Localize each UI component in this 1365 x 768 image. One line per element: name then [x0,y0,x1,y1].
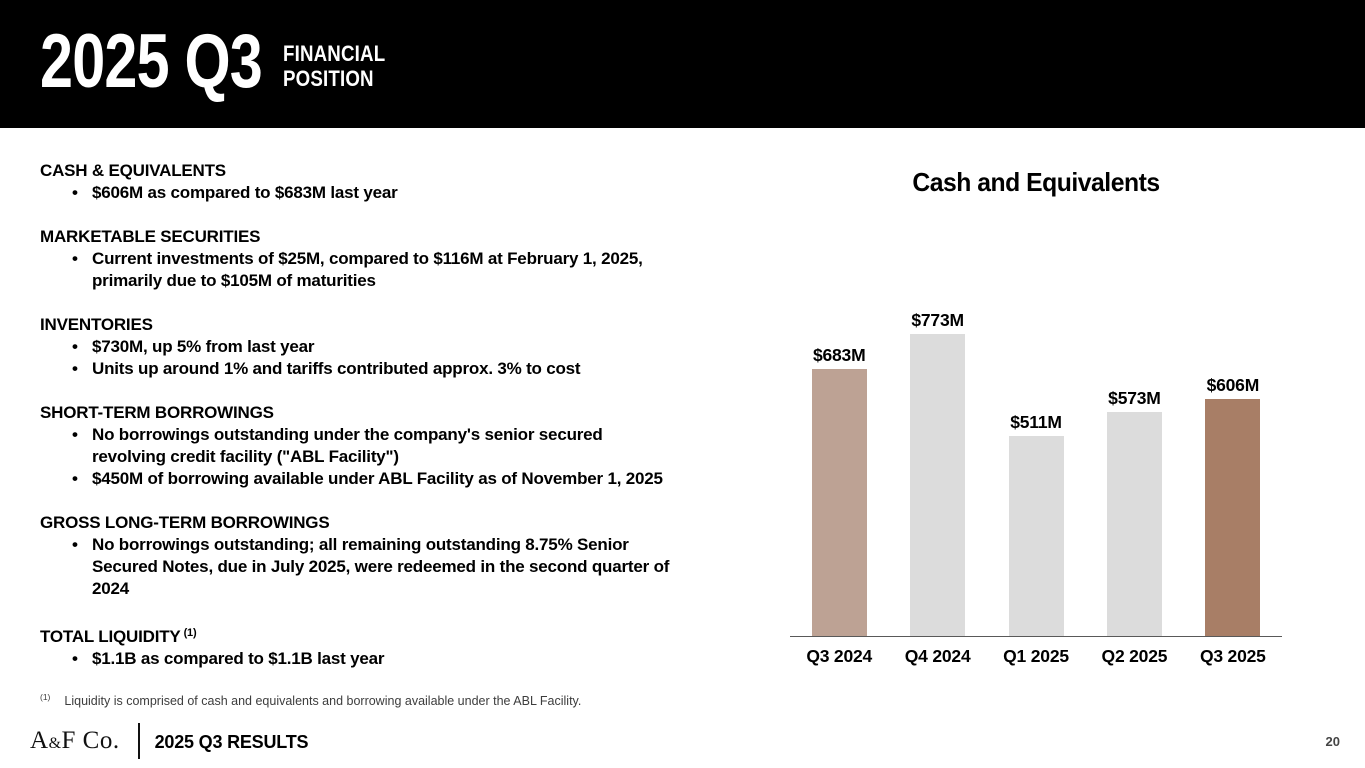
list-item: • No borrowings outstanding under the co… [40,424,785,468]
bar-group: $573M [1085,199,1183,636]
chart-bar [910,334,966,636]
footer-deck-title: 2025 Q3 RESULTS [154,732,309,752]
bullet-icon: • [72,425,78,444]
chart-x-axis-labels: Q3 2024 Q4 2024 Q1 2025 Q2 2025 Q3 2025 [790,637,1282,667]
bar-group: $683M [790,199,888,636]
x-axis-tick-label: Q4 2024 [904,646,971,666]
list-item: • $450M of borrowing available under ABL… [40,468,785,490]
section-inventories: INVENTORIES • $730M, up 5% from last yea… [40,314,785,380]
bullet-text: No borrowings outstanding under the comp… [92,425,603,466]
bullet-text: No borrowings outstanding; all remaining… [92,535,670,598]
x-axis-tick-label: Q3 2024 [806,646,873,666]
section-heading: SHORT-TERM BORROWINGS [40,403,274,422]
logo-ampersand: & [48,735,62,752]
x-axis-tick-label: Q2 2025 [1101,646,1168,666]
x-axis-tick-label: Q1 2025 [1003,646,1069,666]
chart-bar [811,369,867,636]
bullet-icon: • [72,337,78,356]
list-item: • $606M as compared to $683M last year [40,182,785,204]
bullet-icon: • [72,535,78,554]
bullet-text: Units up around 1% and tariffs contribut… [92,359,581,378]
bar-group: $773M [888,199,986,636]
chart-plot-area: $683M $773M $511M $573M $606M [790,199,1282,637]
bar-group: $606M [1184,199,1282,636]
chart-bar [1205,399,1261,636]
footer: A&F Co. 2025 Q3 RESULTS [30,722,309,760]
footnote-text: Liquidity is comprised of cash and equiv… [64,694,582,708]
bar-value-label: $511M [1010,412,1062,432]
section-total-liquidity: TOTAL LIQUIDITY (1) • $1.1B as compared t… [40,622,785,670]
content-column: CASH & EQUIVALENTS • $606M as compared t… [40,160,785,692]
footnote-reference: (1) [183,627,197,639]
bar-value-label: $606M [1206,375,1260,395]
bar-value-label: $773M [911,310,964,330]
page-subtitle: FINANCIAL POSITION [283,41,386,91]
bullet-text: $450M of borrowing available under ABL F… [92,469,663,488]
bullet-icon: • [72,649,78,668]
bullet-text: $1.1B as compared to $1.1B last year [92,649,385,668]
chart-bar [1106,412,1162,636]
bar-value-label: $573M [1108,388,1161,408]
footer-divider [137,723,140,759]
bar-group: $511M [987,199,1085,636]
logo-letter: F Co. [61,727,120,754]
header-bar: 2025 Q3 FINANCIAL POSITION [0,0,1365,128]
list-item: • $730M, up 5% from last year [40,336,785,358]
list-item: • Current investments of $25M, compared … [40,248,785,292]
bar-value-label: $683M [812,345,866,365]
x-axis-tick-label: Q3 2025 [1199,646,1266,666]
company-logo: A&F Co. [30,727,120,755]
bullet-icon: • [72,359,78,378]
cash-equivalents-chart: Cash and Equivalents $683M $773M $511M $… [790,150,1282,667]
list-item: • $1.1B as compared to $1.1B last year [40,648,785,670]
logo-letter: A [30,727,49,754]
section-marketable-securities: MARKETABLE SECURITIES • Current investme… [40,226,785,292]
page-number: 20 [1325,734,1340,749]
section-short-term-borrowings: SHORT-TERM BORROWINGS • No borrowings ou… [40,402,785,490]
bullet-text: $606M as compared to $683M last year [92,183,398,202]
chart-title: Cash and Equivalents [912,167,1160,197]
section-cash-equivalents: CASH & EQUIVALENTS • $606M as compared t… [40,160,785,204]
section-heading: GROSS LONG-TERM BORROWINGS [40,513,330,532]
bullet-icon: • [72,183,78,202]
footnote: (1) Liquidity is comprised of cash and eq… [40,692,581,708]
section-heading: TOTAL LIQUIDITY (1) [40,622,785,648]
bullet-icon: • [72,249,78,268]
section-heading: CASH & EQUIVALENTS [40,161,226,180]
chart-bar [1008,436,1064,636]
bullet-text: Current investments of $25M, compared to… [92,249,643,290]
section-heading-text: TOTAL LIQUIDITY [40,627,181,646]
list-item: • No borrowings outstanding; all remaini… [40,534,785,600]
bullet-icon: • [72,469,78,488]
bullet-text: $730M, up 5% from last year [92,337,315,356]
list-item: • Units up around 1% and tariffs contrib… [40,358,785,380]
section-gross-long-term-borrowings: GROSS LONG-TERM BORROWINGS • No borrowin… [40,512,785,600]
page-title: 2025 Q3 [40,19,263,104]
footnote-marker: (1) [40,692,51,702]
section-heading: MARKETABLE SECURITIES [40,227,261,246]
section-heading: INVENTORIES [40,315,153,334]
